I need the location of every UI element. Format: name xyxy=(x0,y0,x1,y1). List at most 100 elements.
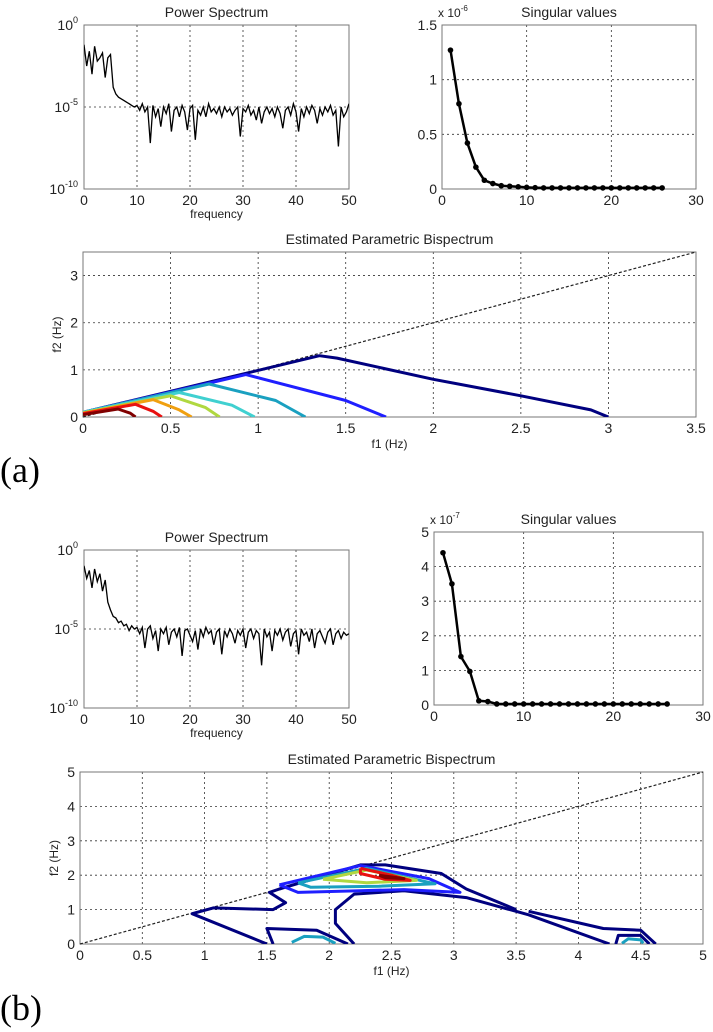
singular-value-point xyxy=(449,581,455,587)
y-tick-label: 4 xyxy=(67,798,75,814)
multiplier-base: x 10 xyxy=(430,513,453,527)
singular-value-point xyxy=(617,185,623,191)
singular-value-point xyxy=(523,184,530,191)
y-tick-label: 0 xyxy=(67,936,75,952)
singular-value-point xyxy=(520,701,527,707)
y-tick-label: 3 xyxy=(70,268,78,284)
singular-value-point xyxy=(549,185,555,191)
x-tick-label: 1.5 xyxy=(336,420,356,436)
singular-value-point xyxy=(502,701,509,707)
y-tick-base: 10 xyxy=(54,99,70,115)
power-spectrum-line xyxy=(84,44,349,147)
subplot-estimated-parametric-bispectrum: 0 0.5 1 1.5 2 2.5 3 3.5 0 1 2 3 Estimated Parametric… xyxy=(50,231,706,451)
singular-value-point xyxy=(655,701,661,707)
x-tick-label: 0 xyxy=(79,420,87,436)
x-tick-label: 0.5 xyxy=(133,947,153,963)
x-axis-label: f1 (Hz) xyxy=(374,964,410,978)
y-tick-label: 1.5 xyxy=(418,17,438,33)
subplot-estimated-parametric-bispectrum: 0 0.5 1 1.5 2 2.5 3 3.5 4 4.5 5 0 1 2 3 4 5 Estimated Par… xyxy=(47,751,707,978)
singular-value-point xyxy=(498,182,505,189)
x-tick-label: 3 xyxy=(450,947,458,963)
power-spectrum-line xyxy=(84,565,349,666)
y-tick-label: 3 xyxy=(67,833,75,849)
x-tick-label: 10 xyxy=(519,192,535,208)
singular-value-point xyxy=(619,701,626,707)
x-tick-label: 10 xyxy=(129,711,145,727)
singular-value-point xyxy=(515,184,521,190)
x-tick-label: 4.5 xyxy=(631,947,651,963)
y-tick-label: 1 xyxy=(67,902,75,918)
axes-frame xyxy=(79,771,704,945)
x-tick-label: 30 xyxy=(235,192,251,208)
x-tick-label: 1 xyxy=(201,947,209,963)
axes-frame xyxy=(83,549,350,709)
contour-line xyxy=(621,937,645,944)
x-axis-label: frequency xyxy=(190,207,243,221)
multiplier-exponent: -6 xyxy=(461,4,469,13)
y-tick-label: 2 xyxy=(421,628,429,644)
y-tick-label: 0.5 xyxy=(418,126,438,142)
y-tick-label: 1 xyxy=(70,362,78,378)
x-tick-label: 3 xyxy=(605,420,613,436)
singular-value-point xyxy=(664,701,670,707)
x-tick-label: 0 xyxy=(430,708,438,724)
y-axis-label: f2 (Hz) xyxy=(50,316,64,352)
y-multiplier-label: x 10-7 xyxy=(430,511,460,527)
x-tick-label: 20 xyxy=(604,192,620,208)
contour-line xyxy=(358,866,412,882)
multiplier-base: x 10 xyxy=(438,6,461,20)
contour-line xyxy=(265,927,349,944)
x-tick-label: 5 xyxy=(699,947,707,963)
panel-label-b: (b) xyxy=(0,988,42,1028)
singular-value-point xyxy=(625,185,632,191)
y-tick-exponent: -5 xyxy=(70,619,78,629)
singular-value-point xyxy=(591,185,598,191)
x-tick-label: 40 xyxy=(288,192,304,208)
contour-line xyxy=(528,909,657,944)
singular-value-point xyxy=(601,701,608,707)
contour-line xyxy=(190,863,517,944)
x-tick-label: 20 xyxy=(606,708,622,724)
singular-value-point xyxy=(608,185,615,191)
y-tick-base: 10 xyxy=(57,17,73,33)
y-tick-base: 10 xyxy=(54,621,70,637)
y-axis-label: f2 (Hz) xyxy=(47,840,61,876)
x-tick-label: 1 xyxy=(254,420,262,436)
chart-title: Estimated Parametric Bispectrum xyxy=(288,751,496,767)
singular-value-point xyxy=(659,185,665,191)
y-multiplier-label: x 10-6 xyxy=(438,4,468,20)
singular-value-point xyxy=(583,185,589,191)
axes-frame xyxy=(82,251,697,418)
x-tick-label: 10 xyxy=(516,708,532,724)
singular-value-point xyxy=(650,185,657,191)
contour-line xyxy=(378,873,406,881)
plot-area xyxy=(434,532,703,705)
x-tick-label: 0.5 xyxy=(161,420,181,436)
y-tick-label: 5 xyxy=(421,524,429,540)
contour-line xyxy=(83,354,609,417)
y-tick-label: 0 xyxy=(429,181,437,197)
singular-value-point xyxy=(473,164,479,170)
x-tick-label: 0 xyxy=(76,947,84,963)
panel-label-a: (a) xyxy=(0,450,40,490)
x-tick-label: 50 xyxy=(341,192,357,208)
x-tick-label: 20 xyxy=(182,192,198,208)
y-tick-label: 0 xyxy=(421,697,429,713)
x-tick-label: 30 xyxy=(235,711,251,727)
singular-value-point xyxy=(583,701,590,707)
y-tick-exponent: 0 xyxy=(73,540,78,550)
chart-title: Singular values xyxy=(521,511,617,527)
x-tick-label: 2 xyxy=(325,947,333,963)
contour-line xyxy=(333,889,611,944)
chart-title: Singular values xyxy=(521,4,617,20)
y-tick-base: 10 xyxy=(49,181,65,197)
y-tick-label: 3 xyxy=(421,593,429,609)
singular-value-point xyxy=(566,185,572,191)
singular-value-point xyxy=(628,701,635,707)
singular-value-point xyxy=(493,701,500,707)
subplot-singular-values: 0 10 20 30 0 0.5 1 1.5 Singular values x 10-6 xyxy=(418,4,704,208)
x-tick-label: 0 xyxy=(80,192,88,208)
singular-value-point xyxy=(565,701,572,707)
y-tick-label: 10-10 xyxy=(49,698,78,716)
